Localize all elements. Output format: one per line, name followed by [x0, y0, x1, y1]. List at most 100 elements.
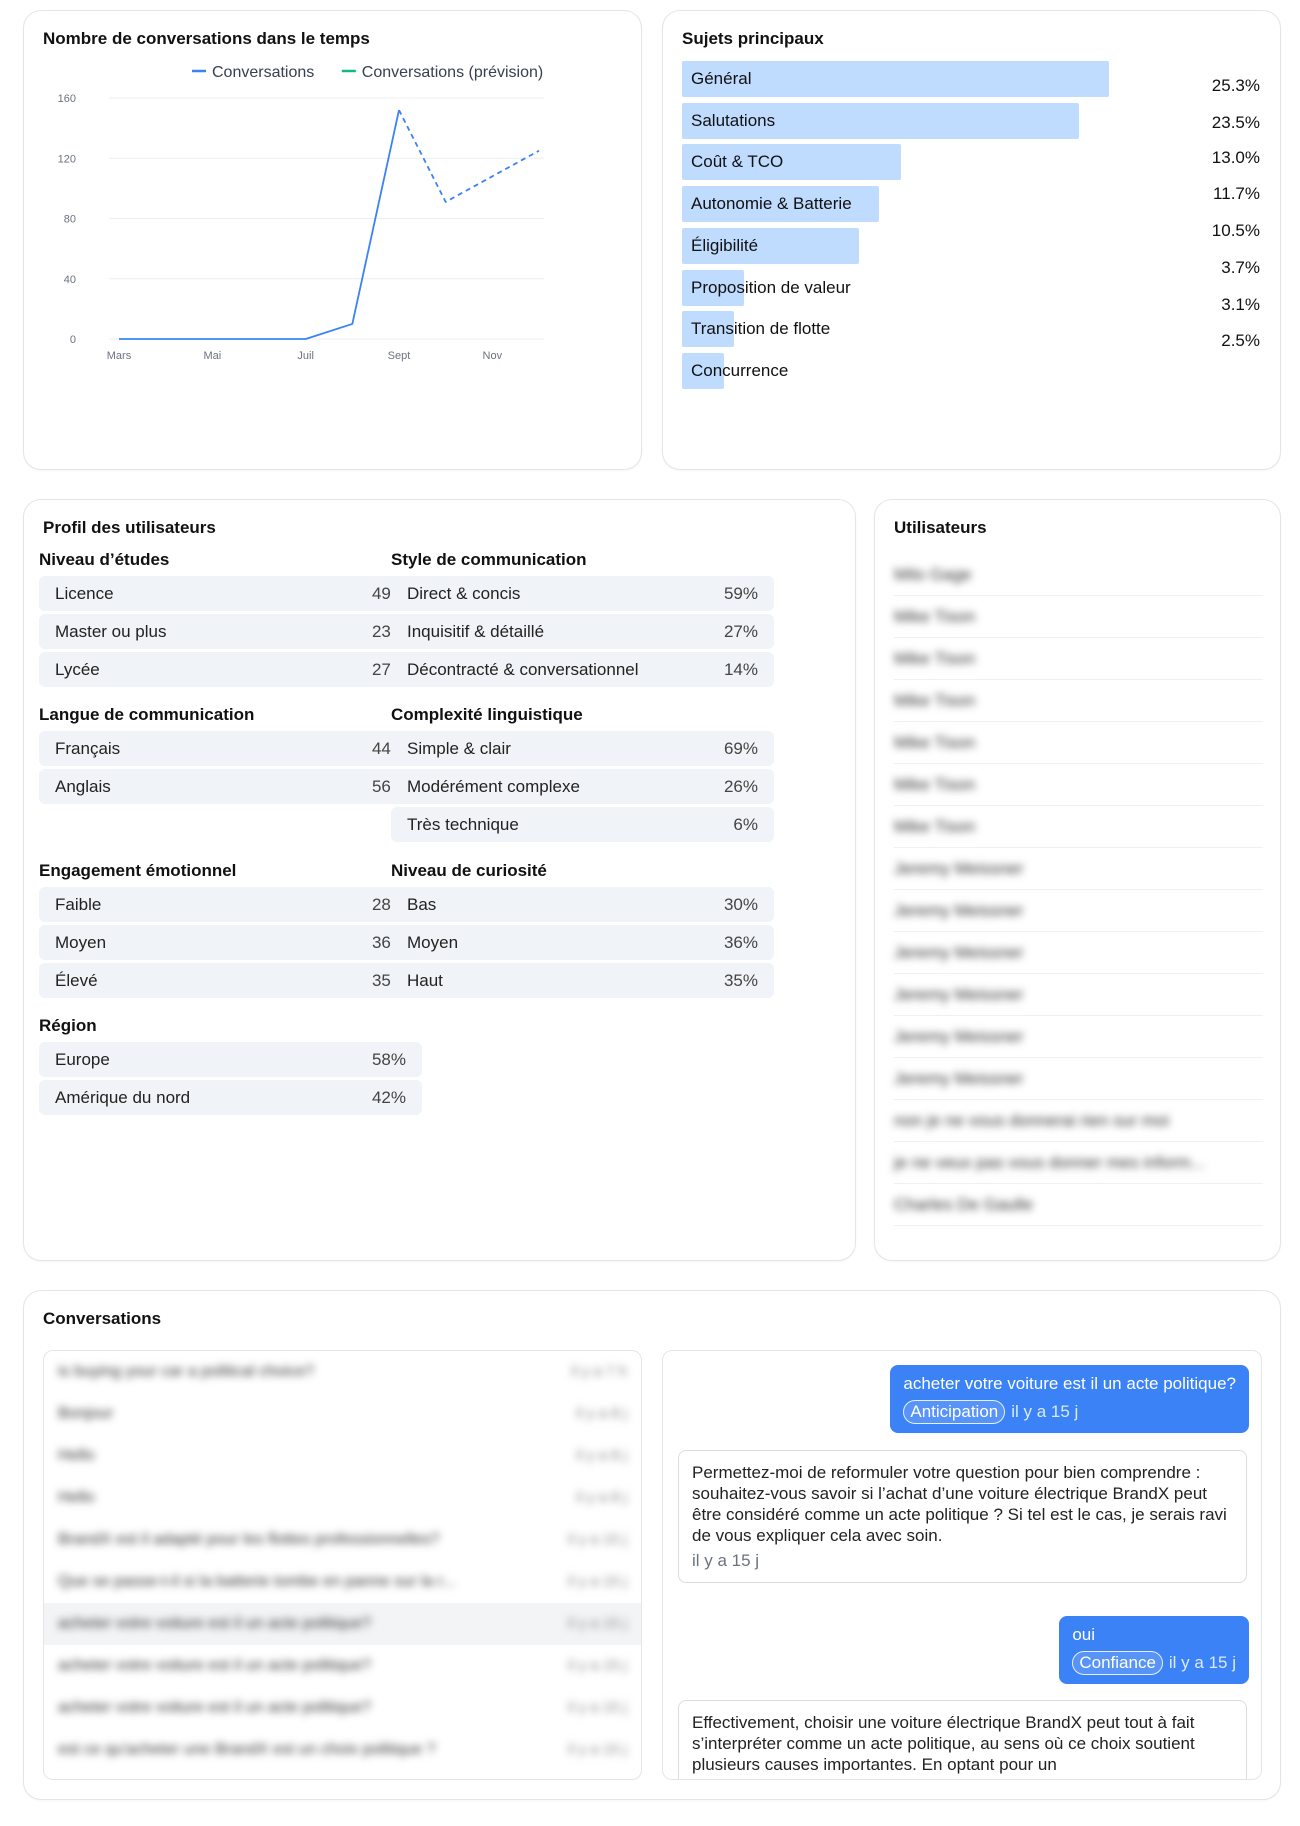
profile-stat-row: Haut 35%	[391, 962, 774, 998]
conversation-time: il y a 15 j	[567, 1615, 627, 1632]
user-name: Milo Gage	[894, 565, 972, 584]
legend-item[interactable]: Conversations	[192, 64, 314, 81]
conversation-time: il y a 7 h	[571, 1363, 627, 1380]
profile-stat-row: Français 44%	[39, 731, 422, 766]
conversation-time: il y a 15 j	[567, 1741, 627, 1758]
profile-group-title: Style de communication	[391, 550, 587, 569]
conversation-list-item[interactable]: is buying your car a political choice? il…	[44, 1351, 641, 1393]
profile-stat-label: Élevé	[55, 970, 98, 990]
conversation-preview: est ce qu'acheter une BrandX est un choi…	[58, 1741, 436, 1758]
user-profile-card: Profil des utilisateurs Niveau d’études L…	[23, 499, 856, 1261]
x-tick-label: Mars	[107, 350, 132, 362]
topic-row[interactable]: Autonomie & Batterie	[682, 186, 1122, 223]
topic-row[interactable]: Général	[682, 61, 1122, 97]
user-name: Charles De Gaulle	[894, 1195, 1033, 1214]
chat-transcript[interactable]: acheter votre voiture est il un acte pol…	[662, 1350, 1262, 1780]
profile-group-title: Langue de communication	[39, 705, 255, 724]
profile-stat-label: Modérément complexe	[407, 776, 580, 796]
user-message-text: acheter votre voiture est il un acte pol…	[903, 1374, 1236, 1393]
user-list-item[interactable]: Milo Gage	[894, 554, 1263, 596]
topic-row[interactable]: Proposition de valeur	[682, 269, 1122, 306]
topic-row[interactable]: Transition de flotte	[682, 311, 1122, 348]
topic-label: Transition de flotte	[691, 319, 831, 339]
profile-stat-label: Licence	[55, 584, 114, 603]
profile-stat-row: Modérément complexe 26%	[391, 768, 774, 804]
conversation-time: il y a 15 j	[567, 1531, 627, 1548]
assistant-message: Effectivement, choisir une voiture élect…	[678, 1700, 1247, 1779]
user-name: Mike Tison	[894, 691, 976, 710]
topic-row[interactable]: Coût & TCO	[682, 144, 1122, 181]
profile-stat-value: 42%	[371, 1087, 406, 1107]
topic-bar	[682, 61, 1109, 97]
conversation-list-item[interactable]: Que se passe-t-il si la batterie tombe e…	[44, 1561, 641, 1603]
user-list-item[interactable]: Jeremy Meissner	[894, 848, 1263, 890]
profile-stat-value: 14%	[723, 659, 758, 679]
conversation-list-item[interactable]: Hello il y a 8 j	[44, 1477, 641, 1519]
y-tick-label: 120	[58, 153, 76, 165]
user-list-item[interactable]: non je ne vous donnerai rien sur moi	[894, 1100, 1263, 1142]
profile-stat-row: Amérique du nord 42%	[39, 1079, 422, 1115]
topic-row[interactable]: Concurrence	[682, 352, 1122, 389]
line-chart: Conversations Conversations (prévision) 0 4…	[58, 64, 544, 362]
user-list-item[interactable]: Mike Tison	[894, 806, 1263, 848]
user-list-item[interactable]: Mike Tison	[894, 638, 1263, 680]
profile-stat-row: Très technique 6%	[391, 806, 774, 842]
conversation-list[interactable]: is buying your car a political choice? il…	[43, 1350, 642, 1780]
profile-stat-value: 36%	[723, 932, 758, 952]
profile-stat-value: 35%	[723, 970, 758, 990]
topic-row[interactable]: Éligibilité	[682, 227, 1122, 264]
topic-label: Concurrence	[691, 360, 789, 380]
conversation-list-item[interactable]: Bonjour il y a 8 j	[44, 1393, 641, 1435]
conversation-list-item[interactable]: Hello il y a 8 j	[44, 1435, 641, 1477]
user-list-item[interactable]: Mike Tison	[894, 764, 1263, 806]
conversation-time: il y a 8 j	[576, 1405, 627, 1422]
legend-item[interactable]: Conversations (prévision)	[341, 64, 543, 81]
y-tick-label: 80	[64, 214, 76, 226]
topic-percentage: 10.5%	[1211, 221, 1260, 240]
profile-stat-row: Bas 30%	[391, 887, 774, 922]
conversations-over-time-card: Nombre de conversations dans le temps Co…	[23, 10, 642, 470]
user-list-item[interactable]: Jeremy Meissner	[894, 1058, 1263, 1100]
user-list-item[interactable]: Charles De Gaulle	[894, 1184, 1263, 1226]
profile-stat-value: 27%	[723, 621, 758, 641]
user-list-item[interactable]: Mike Tison	[894, 722, 1263, 764]
profile-stat-row: Simple & clair 69%	[391, 731, 774, 766]
conversation-time: il y a 8 j	[576, 1489, 627, 1506]
profile-stat-label: Master ou plus	[55, 621, 167, 641]
user-list-item[interactable]: Jeremy Meissner	[894, 890, 1263, 932]
topic-percentage: 11.7%	[1213, 184, 1260, 203]
topic-bar	[682, 352, 725, 389]
profile-stat-value: 69%	[723, 739, 758, 758]
conversation-preview: acheter votre voiture est il un acte pol…	[58, 1615, 372, 1632]
profile-group-title: Complexité linguistique	[391, 705, 583, 724]
conversation-preview: Que se passe-t-il si la batterie tombe e…	[58, 1573, 456, 1590]
conversation-list-item[interactable]: BrandX est il adapté pour les flottes pr…	[44, 1519, 641, 1561]
profile-stat-value: 59%	[723, 584, 758, 603]
topic-row[interactable]: Salutations	[682, 102, 1122, 139]
user-name: non je ne vous donnerai rien sur moi	[894, 1111, 1169, 1130]
profile-stat-label: Inquisitif & détaillé	[407, 621, 545, 641]
profile-group-title: Niveau d’études	[39, 550, 170, 569]
user-list-item[interactable]: Jeremy Meissner	[894, 974, 1263, 1016]
conversation-list-item[interactable]: acheter votre voiture est il un acte pol…	[44, 1687, 641, 1729]
emotion-tag: Anticipation	[903, 1400, 1006, 1424]
profile-stat-label: Lycée	[55, 659, 100, 679]
user-list-item[interactable]: je ne veux pas vous donner mes inform...	[894, 1142, 1263, 1184]
conversation-list-item[interactable]: est ce qu'acheter une BrandX est un choi…	[44, 1729, 641, 1771]
user-list-item[interactable]: Mike Tison	[894, 680, 1263, 722]
profile-stat-value: 26%	[723, 776, 758, 796]
profile-stat-row: Faible 28%	[39, 887, 422, 922]
user-name: je ne veux pas vous donner mes inform...	[894, 1153, 1205, 1172]
user-list-item[interactable]: Jeremy Meissner	[894, 1016, 1263, 1058]
user-list-item[interactable]: Mike Tison	[894, 596, 1263, 638]
message-meta: Confiance il y a 15 j	[1072, 1651, 1236, 1675]
profile-stat-label: Simple & clair	[407, 739, 511, 758]
y-tick-label: 40	[64, 274, 76, 286]
conversation-list-item[interactable]: acheter votre voiture est il un acte pol…	[44, 1603, 641, 1645]
user-list-item[interactable]: Jeremy Meissner	[894, 932, 1263, 974]
topic-percentage: 3.1%	[1221, 295, 1260, 314]
user-name: Mike Tison	[894, 775, 976, 794]
conversations-series-line	[119, 109, 400, 340]
message-meta: Anticipation il y a 15 j	[903, 1400, 1236, 1424]
conversation-list-item[interactable]: acheter votre voiture est il un acte pol…	[44, 1645, 641, 1687]
